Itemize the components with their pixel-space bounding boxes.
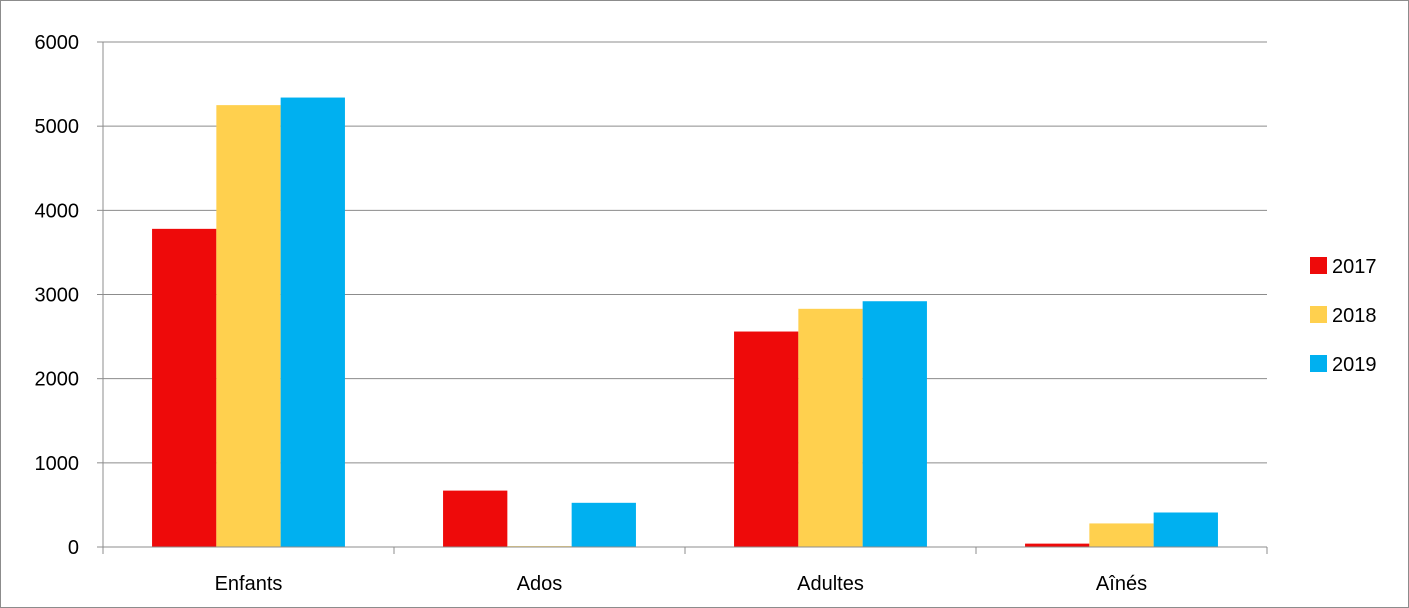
bar-enfants-2017 — [152, 228, 217, 547]
bar-ados-2019 — [571, 502, 636, 547]
y-tick-label: 4000 — [35, 200, 80, 222]
bar-adultes-2018 — [798, 308, 863, 547]
legend-swatch-2017 — [1310, 257, 1327, 274]
bar-adultes-2019 — [862, 301, 927, 547]
x-tick-label: Ados — [517, 573, 563, 595]
legend-swatch-2018 — [1310, 306, 1327, 323]
x-tick-label: Aînés — [1096, 573, 1147, 595]
bar-enfants-2018 — [216, 105, 281, 547]
bars — [152, 97, 1218, 548]
y-tick-label: 0 — [68, 537, 79, 559]
y-tick-label: 1000 — [35, 453, 80, 475]
x-axis-ticks: Enfants Ados Adultes Aînés — [102, 547, 1268, 595]
bar-ados-2017 — [443, 490, 508, 547]
legend: 2017 2018 2019 — [1310, 256, 1377, 376]
legend-label-2018: 2018 — [1332, 305, 1377, 327]
bar-aînés-2019 — [1153, 512, 1218, 547]
bar-adultes-2017 — [734, 331, 799, 547]
x-tick-label: Adultes — [797, 573, 864, 595]
legend-swatch-2019 — [1310, 355, 1327, 372]
y-tick-label: 2000 — [35, 369, 80, 391]
bar-aînés-2018 — [1089, 523, 1154, 547]
y-axis-ticks: 0 1000 2000 3000 4000 5000 6000 — [35, 32, 103, 559]
y-tick-label: 6000 — [35, 32, 80, 54]
bar-enfants-2019 — [280, 97, 345, 548]
y-tick-label: 3000 — [35, 285, 80, 307]
legend-label-2019: 2019 — [1332, 354, 1377, 376]
bar-aînés-2017 — [1025, 543, 1090, 547]
legend-label-2017: 2017 — [1332, 256, 1377, 278]
x-tick-label: Enfants — [215, 573, 283, 595]
y-tick-label: 5000 — [35, 116, 80, 138]
